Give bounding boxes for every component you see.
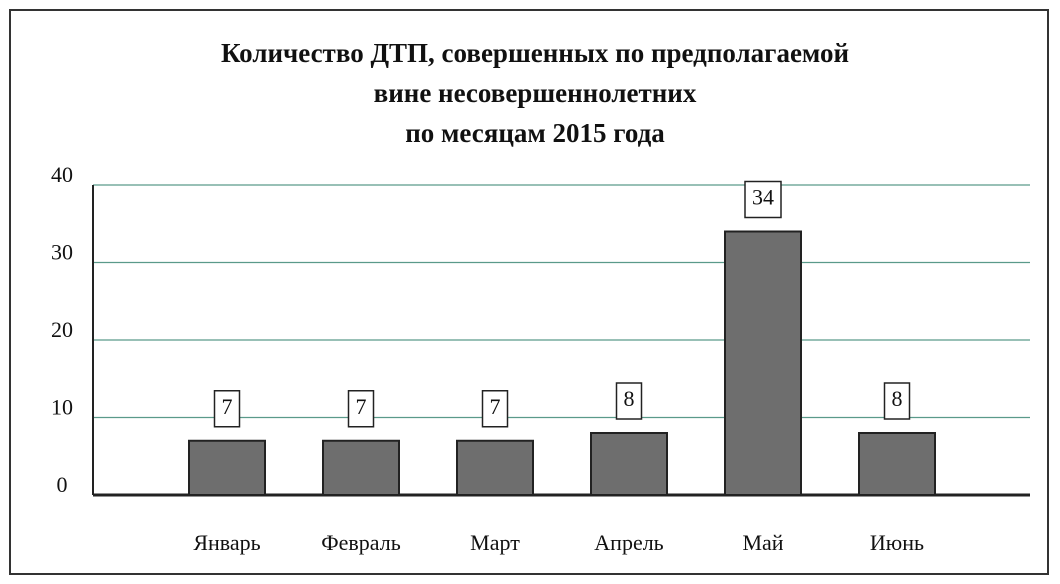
chart-title: по месяцам 2015 года	[405, 118, 665, 148]
data-label: 7	[356, 394, 367, 419]
chart-title: Количество ДТП, совершенных по предполаг…	[221, 38, 849, 68]
x-tick-label: Январь	[193, 530, 260, 555]
bar	[724, 230, 802, 496]
data-label: 7	[490, 394, 501, 419]
x-tick-label: Февраль	[321, 530, 401, 555]
bar	[858, 432, 936, 496]
bar	[188, 439, 266, 496]
data-label-box	[213, 390, 241, 428]
y-tick-label: 0	[57, 472, 68, 497]
y-tick-label: 20	[51, 317, 73, 342]
data-label-box	[481, 390, 509, 428]
data-label: 8	[624, 386, 635, 411]
data-label-box	[347, 390, 375, 428]
y-tick-label: 30	[51, 240, 73, 265]
data-label: 7	[222, 394, 233, 419]
x-tick-label: Май	[742, 530, 783, 555]
data-label: 8	[892, 386, 903, 411]
x-tick-label: Март	[470, 530, 520, 555]
x-tick-label: Апрель	[594, 530, 663, 555]
data-label: 34	[752, 185, 774, 210]
data-label-box	[744, 180, 782, 219]
data-label-box	[615, 382, 643, 420]
data-label-box	[883, 382, 911, 420]
bar	[322, 439, 400, 496]
chart-title: вине несовершеннолетних	[374, 78, 697, 108]
x-tick-label: Июнь	[870, 530, 924, 555]
bar	[590, 432, 668, 496]
y-tick-label: 40	[51, 162, 73, 187]
bar	[456, 439, 534, 496]
y-tick-label: 10	[51, 395, 73, 420]
